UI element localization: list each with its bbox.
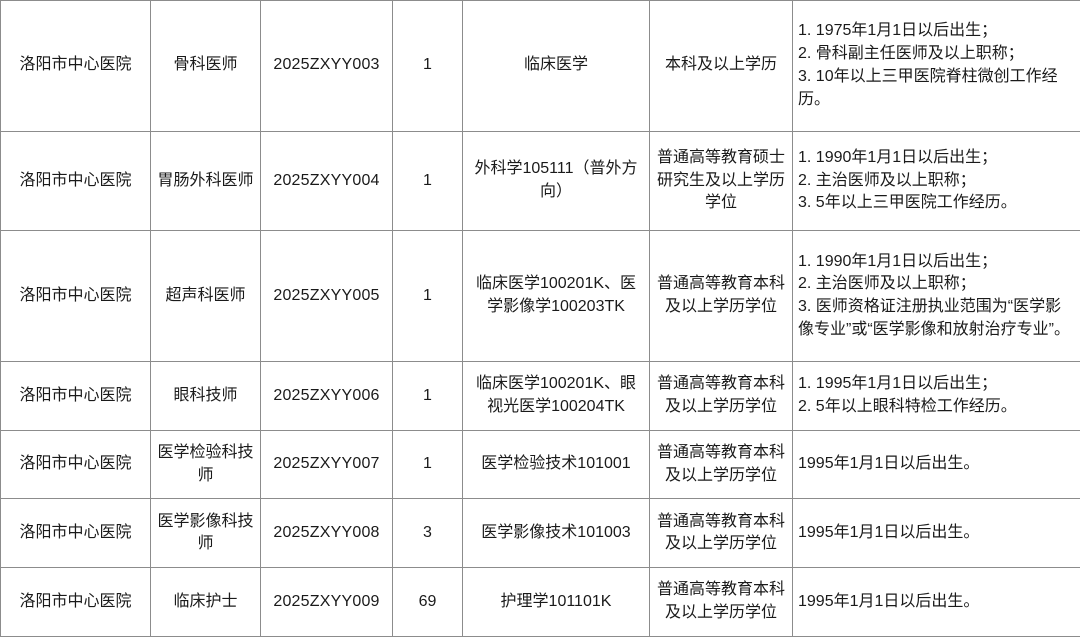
cell-major: 医学检验技术101001 [462,429,650,500]
cell-unit: 洛阳市中心医院 [0,361,151,431]
cell-position-code: 2025ZXYY009 [260,567,393,637]
cell-education: 普通高等教育本科及以上学历学位 [649,230,793,363]
cell-unit: 洛阳市中心医院 [0,429,151,500]
cell-position-name: 骨科医师 [150,0,261,132]
table-row: 洛阳市中心医院 医学检验科技师 2025ZXYY007 1 医学检验技术1010… [0,429,1080,500]
cell-position-code: 2025ZXYY005 [260,230,393,363]
cell-major: 临床医学 [462,0,650,132]
cell-education: 普通高等教育本科及以上学历学位 [649,498,793,569]
cell-position-name: 临床护士 [150,567,261,637]
cell-education: 本科及以上学历 [649,0,793,132]
table-row: 洛阳市中心医院 骨科医师 2025ZXYY003 1 临床医学 本科及以上学历 … [0,0,1080,132]
cell-major: 临床医学100201K、医学影像学100203TK [462,230,650,363]
cell-requirements: 1. 1990年1月1日以后出生； 2. 主治医师及以上职称； 3. 医师资格证… [792,230,1080,363]
cell-position-name: 医学检验科技师 [150,429,261,500]
cell-requirements: 1995年1月1日以后出生。 [792,429,1080,500]
cell-headcount: 1 [392,361,463,431]
cell-education: 普通高等教育本科及以上学历学位 [649,429,793,500]
cell-education: 普通高等教育硕士研究生及以上学历学位 [649,130,793,232]
cell-position-name: 医学影像科技师 [150,498,261,569]
cell-requirements: 1. 1975年1月1日以后出生； 2. 骨科副主任医师及以上职称； 3. 10… [792,0,1080,132]
cell-headcount: 1 [392,230,463,363]
table-row: 洛阳市中心医院 眼科技师 2025ZXYY006 1 临床医学100201K、眼… [0,361,1080,431]
cell-requirements: 1995年1月1日以后出生。 [792,567,1080,637]
cell-position-code: 2025ZXYY004 [260,130,393,232]
cell-position-code: 2025ZXYY006 [260,361,393,431]
cell-position-code: 2025ZXYY003 [260,0,393,132]
cell-headcount: 1 [392,0,463,132]
cell-education: 普通高等教育本科及以上学历学位 [649,567,793,637]
cell-position-name: 胃肠外科医师 [150,130,261,232]
cell-position-name: 眼科技师 [150,361,261,431]
cell-major: 外科学105111（普外方向） [462,130,650,232]
cell-position-name: 超声科医师 [150,230,261,363]
table-row: 洛阳市中心医院 超声科医师 2025ZXYY005 1 临床医学100201K、… [0,230,1080,363]
cell-education: 普通高等教育本科及以上学历学位 [649,361,793,431]
cell-unit: 洛阳市中心医院 [0,230,151,363]
cell-major: 医学影像技术101003 [462,498,650,569]
cell-unit: 洛阳市中心医院 [0,567,151,637]
cell-requirements: 1. 1990年1月1日以后出生； 2. 主治医师及以上职称； 3. 5年以上三… [792,130,1080,232]
cell-headcount: 1 [392,130,463,232]
cell-requirements: 1995年1月1日以后出生。 [792,498,1080,569]
cell-headcount: 1 [392,429,463,500]
table-row: 洛阳市中心医院 医学影像科技师 2025ZXYY008 3 医学影像技术1010… [0,498,1080,569]
cell-position-code: 2025ZXYY008 [260,498,393,569]
table-row: 洛阳市中心医院 临床护士 2025ZXYY009 69 护理学101101K 普… [0,567,1080,637]
cell-major: 护理学101101K [462,567,650,637]
cell-major: 临床医学100201K、眼视光医学100204TK [462,361,650,431]
cell-unit: 洛阳市中心医院 [0,130,151,232]
cell-position-code: 2025ZXYY007 [260,429,393,500]
cell-unit: 洛阳市中心医院 [0,0,151,132]
table-row: 洛阳市中心医院 胃肠外科医师 2025ZXYY004 1 外科学105111（普… [0,130,1080,232]
cell-requirements: 1. 1995年1月1日以后出生； 2. 5年以上眼科特检工作经历。 [792,361,1080,431]
cell-headcount: 69 [392,567,463,637]
cell-headcount: 3 [392,498,463,569]
cell-unit: 洛阳市中心医院 [0,498,151,569]
